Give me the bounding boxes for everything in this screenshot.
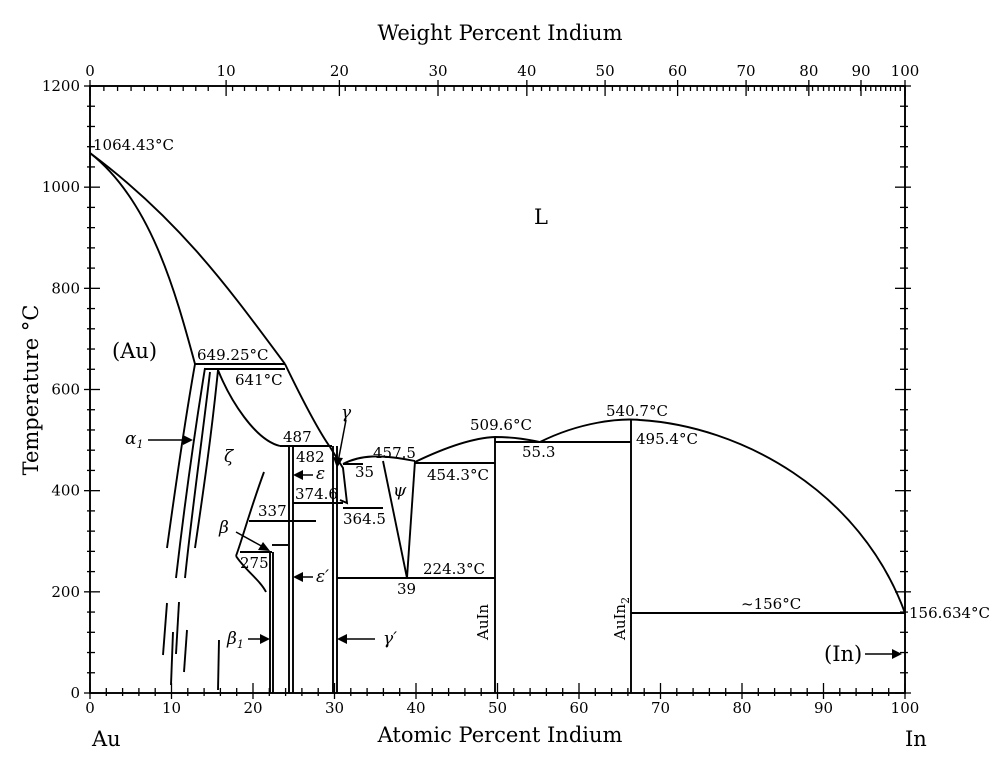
t364-label: 364.5: [343, 510, 386, 528]
epsilon-prime-label: ε′: [316, 567, 329, 587]
top-tick-label: 50: [596, 62, 615, 80]
y-tick-label: 200: [51, 583, 80, 601]
beta1-arrow-head: [260, 634, 270, 644]
arrow-markers: [148, 419, 902, 659]
top-tick-label: 40: [517, 62, 536, 80]
axis-ticks: 0 10 20 30 40 50 60 70 80 90 1000 10 20 30 40 50 60 70 80 9…: [42, 62, 920, 717]
t495-label: 495.4°C: [636, 430, 698, 448]
t224-label: 224.3°C: [423, 560, 485, 578]
y-tick-label: 1200: [42, 77, 80, 95]
bottom-tick-label: 100: [891, 699, 920, 717]
epsilon-arrow-head: [293, 470, 303, 480]
y-axis-title: Temperature °C: [19, 305, 43, 476]
y-tick-label: 1000: [42, 178, 80, 196]
top-tick-label: 60: [668, 62, 687, 80]
t641-label: 641°C: [235, 371, 283, 389]
zeta-label: ζ: [224, 447, 235, 467]
t275-label: 275: [240, 554, 269, 572]
y-tick-label: 0: [70, 684, 80, 702]
t337-label: 337: [258, 502, 287, 520]
alpha1-arrow-head: [183, 435, 193, 445]
gamma-prime-label: γ′: [383, 629, 397, 649]
y-tick-label: 600: [51, 381, 80, 399]
bottom-tick-label: 20: [243, 699, 262, 717]
t156-label: ~156°C: [741, 595, 801, 613]
t55-label: 55.3: [522, 443, 555, 461]
bottom-tick-label: 80: [732, 699, 751, 717]
bottom-tick-label: 50: [488, 699, 507, 717]
t649-label: 649.25°C: [197, 346, 268, 364]
top-tick-label: 100: [891, 62, 920, 80]
top-tick-label: 30: [428, 62, 447, 80]
gamma-prime-arrow-head: [337, 634, 347, 644]
bottom-tick-label: 70: [651, 699, 670, 717]
bottom-tick-label: 40: [406, 699, 425, 717]
in-phase-arrow-head: [892, 649, 902, 659]
bottom-tick-label: 60: [569, 699, 588, 717]
in-melting-label: 156.634°C: [909, 604, 990, 622]
liquid-label: L: [534, 205, 548, 229]
diagram-labels: 1064.43°C 156.634°C L (Au) (In) α1 ζ β β…: [93, 136, 990, 666]
top-tick-label: 20: [330, 62, 349, 80]
phase-boundaries: [89, 152, 906, 693]
element-in-label: In: [905, 727, 927, 751]
top-tick-label: 0: [85, 62, 95, 80]
bottom-tick-label: 30: [325, 699, 344, 717]
t487-label: 487: [283, 428, 312, 446]
top-tick-label: 70: [737, 62, 756, 80]
top-tick-label: 80: [799, 62, 818, 80]
y-tick-label: 400: [51, 482, 80, 500]
au-phase-label: (Au): [112, 339, 157, 363]
gamma-arrow: [337, 419, 347, 463]
t482-label: 482: [296, 448, 325, 466]
top-tick-label: 10: [217, 62, 236, 80]
t454-label: 454.3°C: [427, 466, 489, 484]
auin2-label: AuIn2: [611, 597, 632, 641]
element-au-label: Au: [91, 727, 121, 751]
auin-label: AuIn: [474, 604, 492, 641]
gamma-label: γ: [341, 403, 352, 423]
psi-label: ψ: [393, 481, 407, 501]
bottom-axis-title: Atomic Percent Indium: [377, 723, 623, 747]
beta-label: β: [218, 518, 229, 538]
alpha1-label: α1: [125, 429, 143, 451]
top-axis-title: Weight Percent Indium: [378, 21, 623, 45]
t39-label: 39: [397, 580, 416, 598]
gamma-arrow-head: [333, 457, 343, 468]
au-melting-label: 1064.43°C: [93, 136, 174, 154]
t509-label: 509.6°C: [470, 416, 532, 434]
top-tick-label: 90: [851, 62, 870, 80]
t457-label: 457.5: [373, 444, 416, 462]
in-phase-label: (In): [824, 642, 862, 666]
beta-arrow-head: [258, 542, 270, 551]
epsilon-prime-arrow-head: [293, 572, 303, 582]
beta-arrow: [235, 531, 266, 549]
t35-label: 35: [355, 463, 374, 481]
bottom-tick-label: 0: [85, 699, 95, 717]
bottom-tick-label: 10: [162, 699, 181, 717]
beta1-label: β1: [226, 629, 244, 651]
t374-label: 374.6: [295, 485, 338, 503]
epsilon-label: ε: [316, 464, 325, 484]
bottom-tick-label: 90: [814, 699, 833, 717]
t540-label: 540.7°C: [606, 402, 668, 420]
y-tick-label: 800: [51, 279, 80, 297]
